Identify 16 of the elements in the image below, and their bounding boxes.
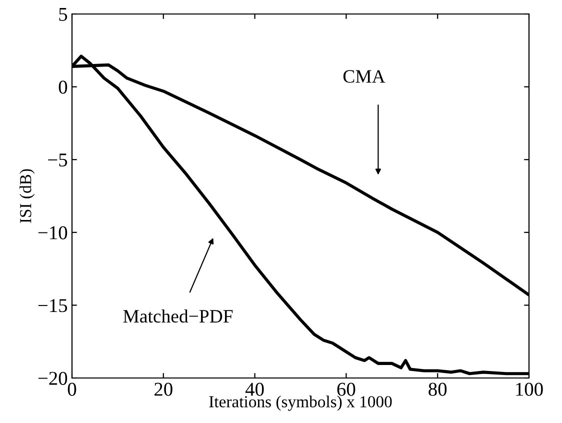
- x-tick-label: 100: [516, 382, 543, 396]
- y-tick-label: 0: [58, 80, 68, 94]
- x-tick-label: 80: [428, 382, 447, 396]
- x-tick-label: 40: [245, 382, 264, 396]
- y-tick-label: −5: [48, 154, 68, 167]
- y-tick-label: −10: [38, 226, 68, 240]
- x-tick-label: 20: [154, 382, 172, 396]
- annotation: Matched−PDF: [123, 309, 233, 323]
- y-tick-label: −15: [38, 299, 68, 312]
- x-axis-title: Iterations (symbols) x 1000: [209, 396, 392, 411]
- y-axis-title: ISI (dB): [20, 169, 35, 223]
- x-tick-label: 0: [68, 382, 76, 396]
- y-tick-label: 5: [59, 8, 68, 21]
- y-tick-label: −20: [38, 372, 68, 385]
- annotation: CMA: [343, 70, 386, 83]
- x-tick-label: 60: [337, 382, 356, 396]
